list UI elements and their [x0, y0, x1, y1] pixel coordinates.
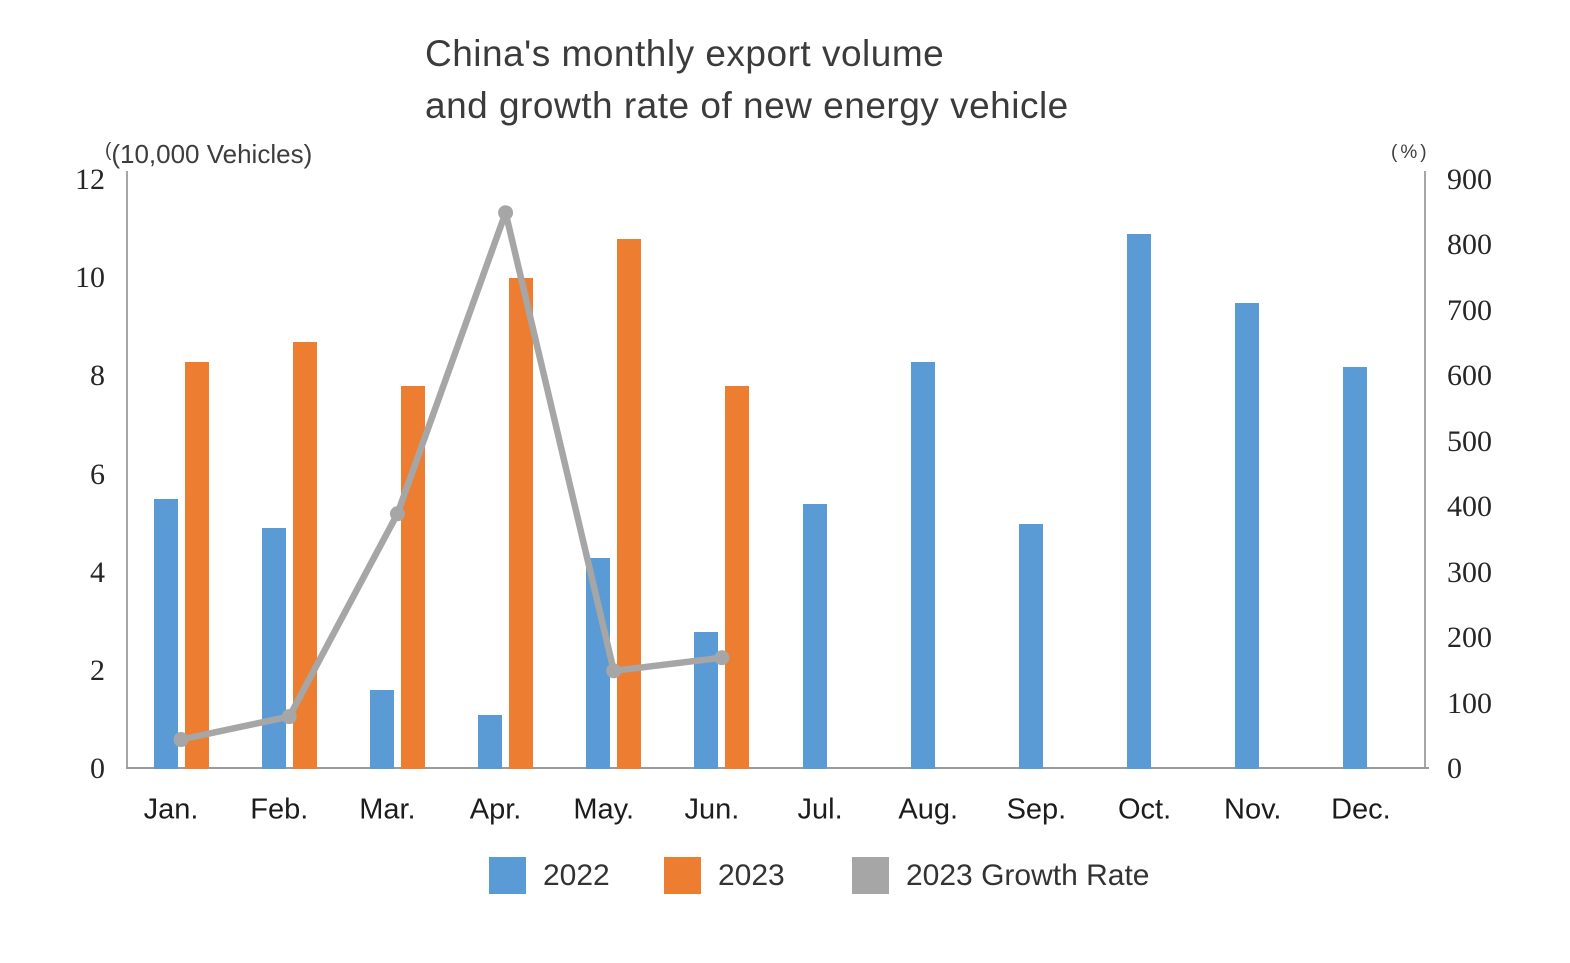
legend-item-2023: 2023	[664, 857, 785, 894]
left-axis-unit-text: (10,000 Vehicles)	[111, 139, 313, 169]
right-axis-tick-label: 700	[1447, 293, 1492, 327]
legend-item-growth-rate: 2023 Growth Rate	[852, 857, 1149, 894]
x-axis-month-label: Sep.	[1006, 793, 1067, 826]
bar-2023-feb	[292, 341, 317, 769]
bar-2022-aug	[910, 361, 935, 769]
left-axis-tick-label: 10	[75, 261, 105, 295]
right-axis-tick-label: 200	[1447, 621, 1492, 655]
bar-2022-may	[586, 557, 611, 769]
bar-2022-sep	[1018, 523, 1043, 769]
left-axis-tick-label: 4	[90, 555, 105, 589]
right-axis-tick-label: 400	[1447, 490, 1492, 524]
left-axis-tick-label: 0	[90, 752, 105, 785]
legend-label-2022: 2022	[543, 858, 610, 892]
legend-label-growth-rate: 2023 Growth Rate	[906, 858, 1150, 892]
bar-2022-oct	[1127, 233, 1152, 769]
bar-2023-apr	[509, 278, 534, 769]
legend-item-2022: 2022	[489, 857, 610, 894]
left-axis-tick-label: 6	[90, 457, 105, 491]
right-axis-tick-label: 100	[1447, 686, 1492, 720]
chart-title-line2: and growth rate of new energy vehicle	[425, 85, 1069, 126]
x-axis-month-label: Oct.	[1117, 793, 1172, 826]
bar-2023-jan	[184, 361, 209, 769]
legend-swatch-growth-rate	[852, 857, 889, 894]
x-axis-month-label: Aug.	[898, 793, 959, 826]
left-axis-tick-label: 12	[75, 163, 105, 196]
x-axis-month-label: Jan.	[143, 793, 199, 826]
right-axis-tick-label: 800	[1447, 228, 1492, 262]
bar-2023-mar	[400, 386, 425, 769]
x-axis-month-label: Jul.	[797, 793, 843, 826]
legend-swatch-2022	[489, 857, 526, 894]
bar-2022-dec	[1343, 366, 1368, 769]
right-axis-tick-label: 500	[1447, 424, 1492, 458]
x-axis-month-label: May.	[573, 793, 635, 826]
left-axis-tick-label: 8	[90, 359, 105, 393]
bar-2023-jun	[725, 386, 750, 769]
legend-swatch-2023	[664, 857, 701, 894]
x-axis-month-label: Feb.	[250, 793, 309, 826]
x-axis-month-label: Dec.	[1331, 793, 1391, 826]
right-axis-tick-label: 0	[1447, 752, 1462, 785]
bar-2022-jul	[802, 503, 827, 769]
right-axis-tick-label: 600	[1447, 359, 1492, 393]
x-axis-month-label: Nov.	[1224, 793, 1282, 826]
bar-2023-may	[617, 238, 642, 769]
legend-label-2023: 2023	[718, 858, 785, 892]
left-axis-tick-label: 2	[90, 653, 105, 687]
x-axis-line	[126, 767, 1429, 769]
growth-rate-point	[498, 205, 514, 221]
chart-title-line1: China's monthly export volume	[425, 33, 945, 74]
left-axis-unit-label: ((10,000 Vehicles)	[105, 139, 312, 170]
x-axis-month-label: Apr.	[469, 793, 522, 826]
left-axis-unit-prefix: (	[105, 140, 112, 161]
right-axis-tick-label: 900	[1447, 163, 1492, 196]
right-axis-unit-label: (%)	[1391, 142, 1430, 163]
bar-2022-apr	[478, 715, 503, 769]
bar-2022-nov	[1235, 302, 1260, 769]
bar-2022-jun	[694, 631, 719, 769]
x-axis-month-label: Jun.	[684, 793, 740, 826]
bar-2022-mar	[369, 690, 394, 769]
right-axis-tick-label: 300	[1447, 555, 1492, 589]
left-y-axis-line	[126, 171, 128, 769]
bar-2022-jan	[153, 499, 178, 769]
chart-title: China's monthly export volume and growth…	[425, 28, 1069, 132]
x-axis-month-label: Mar.	[359, 793, 416, 826]
bar-2022-feb	[261, 528, 286, 769]
right-y-axis-line	[1424, 171, 1426, 769]
